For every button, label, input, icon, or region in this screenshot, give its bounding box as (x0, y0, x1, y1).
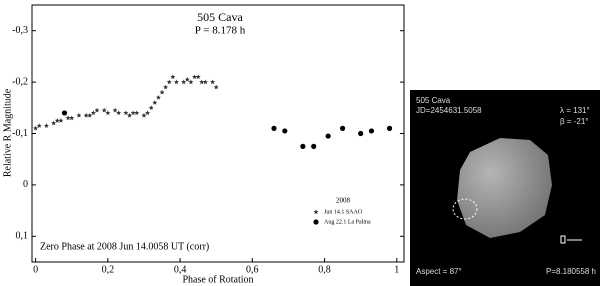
data-point (368, 128, 375, 134)
y-axis-label: Relative R Magnitude (2, 88, 13, 177)
x-axis-label: Phase of Rotation (182, 274, 253, 285)
data-point (90, 110, 96, 116)
data-point (155, 94, 161, 100)
data-point (340, 125, 346, 131)
legend-title: 2008 (336, 197, 351, 205)
data-point (192, 74, 197, 80)
model-beta: β = -21° (560, 117, 588, 126)
data-point (127, 112, 132, 118)
model-aspect: Aspect = 87° (416, 267, 462, 276)
data-point (101, 107, 107, 113)
x-tick-label: 0,8 (318, 264, 331, 275)
data-point (51, 120, 57, 126)
data-point (94, 107, 100, 113)
annotation: Zero Phase at 2008 Jun 14.0058 UT (corr) (40, 241, 209, 252)
model-period: P=8.180558 h (546, 267, 596, 276)
data-point (54, 118, 60, 123)
data-point (152, 100, 158, 105)
data-point (76, 112, 82, 118)
y-tick-label: -0,2 (12, 76, 28, 87)
y-tick-label: -0,1 (12, 128, 28, 139)
data-point (271, 125, 277, 131)
y-tick-label: 0 (23, 179, 28, 190)
legend-label: Jun 14.1 SAAO (324, 209, 363, 215)
model-name: 505 Cava (416, 96, 451, 105)
legend-marker (313, 209, 319, 215)
data-point (282, 128, 288, 134)
chart-title: 505 Cava (197, 10, 243, 24)
data-point (43, 123, 49, 128)
model-jd: JD=2454631.5058 (416, 106, 482, 115)
scale-box (560, 235, 566, 244)
data-point (199, 79, 205, 85)
x-tick-label: 1 (394, 264, 399, 275)
data-point (130, 110, 136, 116)
data-point (202, 79, 208, 85)
data-point (112, 107, 118, 113)
data-point (300, 143, 306, 149)
model-lambda: λ = 131° (560, 106, 590, 115)
data-point (325, 133, 331, 139)
x-tick-label: 0,4 (174, 264, 187, 275)
data-point (145, 110, 151, 116)
x-tick-label: 0,6 (246, 264, 259, 275)
x-tick-label: 0,2 (102, 264, 115, 275)
data-point (181, 79, 187, 85)
data-point (148, 105, 154, 110)
data-point (36, 123, 42, 128)
asteroid-model (457, 138, 552, 238)
data-point (105, 110, 111, 116)
data-point (134, 110, 140, 116)
data-point (87, 112, 93, 118)
data-point (210, 79, 216, 85)
data-point (213, 84, 219, 90)
data-point (159, 89, 165, 95)
data-point (311, 143, 317, 149)
y-tick-label: -0,3 (12, 25, 28, 36)
data-point (141, 112, 147, 118)
data-point (170, 74, 176, 80)
data-point (33, 125, 39, 131)
data-point (65, 115, 71, 121)
data-point (58, 118, 64, 123)
data-point (195, 74, 201, 80)
model-panel: 505 Cava JD=2454631.5058 λ = 131° β = -2… (410, 90, 600, 286)
data-point (83, 112, 89, 118)
legend-marker (313, 219, 319, 225)
x-tick-label: 0 (33, 264, 38, 275)
data-point (358, 130, 364, 137)
data-point (386, 125, 393, 131)
data-point (123, 110, 129, 116)
data-point (69, 115, 75, 121)
marker-circle (452, 198, 478, 220)
data-point (188, 79, 194, 85)
data-point (184, 76, 190, 82)
chart-subtitle: P = 8.178 h (195, 25, 246, 37)
data-point (163, 84, 169, 90)
data-point (173, 79, 179, 85)
y-tick-label: 0,1 (16, 231, 29, 242)
data-point (166, 79, 172, 85)
data-point (116, 110, 122, 116)
data-point (61, 110, 68, 116)
legend-label: Aug 22.1 La Palma (324, 219, 371, 225)
